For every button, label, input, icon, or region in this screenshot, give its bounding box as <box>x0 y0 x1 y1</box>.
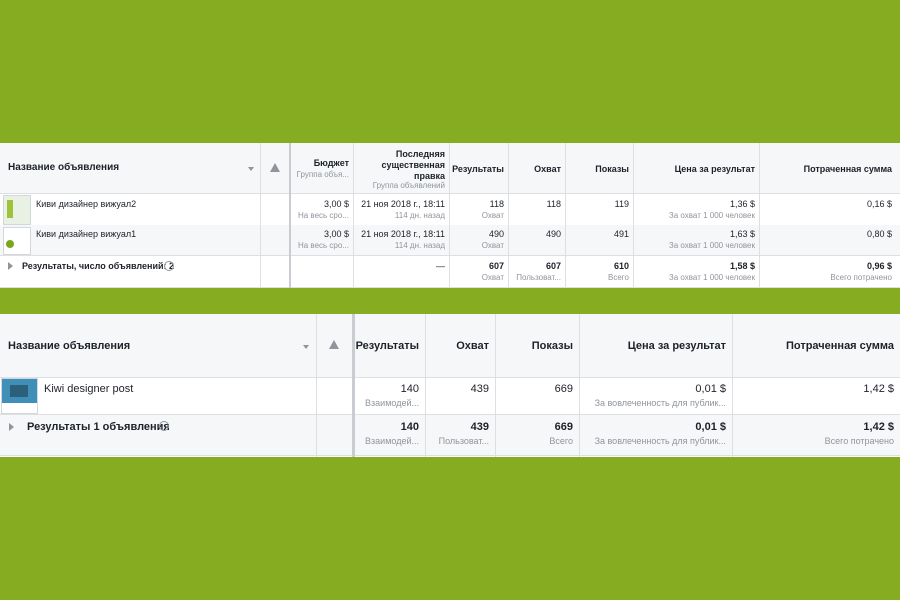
summary-results: 140 <box>400 421 419 433</box>
results-sub: Охват <box>481 211 504 220</box>
results-value: 118 <box>489 199 504 209</box>
column-header-last-edit-1[interactable]: Последняя <box>395 149 445 159</box>
bottom-header-row <box>0 314 900 377</box>
last-edit-sub: 114 дн. назад <box>394 211 445 220</box>
results-value: 140 <box>400 383 419 395</box>
column-header-reach[interactable]: Охват <box>456 340 489 352</box>
column-header-cost-per-result[interactable]: Цена за результат <box>627 340 726 352</box>
top-row-bg-alt <box>0 225 900 255</box>
column-header-last-edit-3[interactable]: правка <box>414 171 445 181</box>
column-header-amount-spent[interactable]: Потраченная сумма <box>803 164 892 174</box>
summary-cost: 0,01 $ <box>695 421 726 433</box>
summary-spent: 0,96 $ <box>866 261 892 271</box>
budget-sub: На весь сро... <box>297 211 349 220</box>
column-header-impressions[interactable]: Показы <box>531 340 573 352</box>
last-edit-value: 21 ноя 2018 г., 18:11 <box>361 199 445 209</box>
info-icon[interactable] <box>164 261 174 271</box>
summary-reach-sub: Пользоват... <box>438 436 489 446</box>
column-subheader-last-edit: Группа объявлений <box>372 181 445 190</box>
expand-arrow-icon[interactable] <box>9 423 14 431</box>
cost-value: 1,63 $ <box>729 229 755 239</box>
column-header-budget[interactable]: Бюджет <box>313 158 349 168</box>
top-header-row <box>0 143 900 193</box>
ad-thumbnail[interactable] <box>3 227 31 255</box>
summary-cost-sub: За охват 1 000 человек <box>668 273 755 282</box>
reach-value: 439 <box>470 383 489 395</box>
column-header-last-edit-2[interactable]: существенная <box>381 160 445 170</box>
summary-results: 607 <box>488 261 504 271</box>
info-icon[interactable] <box>159 421 169 431</box>
warning-icon <box>329 340 339 349</box>
spent-value: 0,16 $ <box>866 199 892 209</box>
column-header-ad-name[interactable]: Название объявления <box>8 340 131 352</box>
summary-impressions: 610 <box>613 261 629 271</box>
bottom-ads-table: Название объявления Результаты Охват Пок… <box>0 314 900 457</box>
reach-value: 118 <box>546 199 561 209</box>
summary-impressions-sub: Всего <box>608 273 629 282</box>
expand-arrow-icon[interactable] <box>8 262 13 270</box>
bottom-summary-bg <box>0 414 900 456</box>
budget-value: 3,00 $ <box>323 199 349 209</box>
column-header-reach[interactable]: Охват <box>534 164 561 174</box>
column-header-amount-spent[interactable]: Потраченная сумма <box>785 340 894 352</box>
ad-name-link[interactable]: Киви дизайнер вижуал1 <box>36 229 137 239</box>
warning-icon <box>270 163 280 172</box>
last-edit-sub: 114 дн. назад <box>394 241 445 250</box>
cost-sub: За охват 1 000 человек <box>668 211 755 220</box>
summary-impressions: 669 <box>554 421 573 433</box>
summary-cost-sub: За вовлеченность для публик... <box>594 436 726 446</box>
summary-spent: 1,42 $ <box>863 421 894 433</box>
budget-sub: На весь сро... <box>297 241 349 250</box>
column-header-impressions[interactable]: Показы <box>595 164 629 174</box>
impressions-value: 119 <box>614 199 629 209</box>
summary-spent-sub: Всего потрачено <box>830 273 892 282</box>
column-header-results[interactable]: Результаты <box>355 340 419 352</box>
summary-spent-sub: Всего потрачено <box>824 436 894 446</box>
top-ads-table: Название объявления Бюджет Группа объя..… <box>0 143 900 288</box>
column-header-cost-per-result[interactable]: Цена за результат <box>674 164 755 174</box>
column-header-results[interactable]: Результаты <box>452 164 504 174</box>
summary-last-edit: — <box>436 261 445 271</box>
sort-caret-icon[interactable] <box>303 345 309 349</box>
cost-sub: За охват 1 000 человек <box>668 241 755 250</box>
ad-name-link[interactable]: Киви дизайнер вижуал2 <box>36 199 137 209</box>
summary-cost: 1,58 $ <box>729 261 755 271</box>
cost-value: 1,36 $ <box>729 199 755 209</box>
impressions-value: 669 <box>554 383 573 395</box>
summary-reach-sub: Пользоват... <box>516 273 561 282</box>
summary-results-sub: Охват <box>481 273 504 282</box>
reach-value: 490 <box>545 229 561 239</box>
budget-value: 3,00 $ <box>323 229 349 239</box>
summary-reach: 607 <box>545 261 561 271</box>
results-sub: Охват <box>481 241 504 250</box>
ad-thumbnail[interactable] <box>3 195 31 225</box>
cost-sub: За вовлеченность для публик... <box>594 398 726 408</box>
summary-results-sub: Взаимодей... <box>365 436 419 446</box>
last-edit-value: 21 ноя 2018 г., 18:11 <box>361 229 445 239</box>
spent-value: 1,42 $ <box>863 383 894 395</box>
summary-label: Результаты 1 объявления <box>27 421 170 433</box>
results-sub: Взаимодей... <box>365 398 419 408</box>
spent-value: 0,80 $ <box>866 229 892 239</box>
summary-reach: 439 <box>470 421 489 433</box>
summary-label: Результаты, число объявлений: 2 <box>22 261 175 271</box>
sort-caret-icon[interactable] <box>248 167 254 171</box>
ad-thumbnail[interactable] <box>1 378 38 414</box>
column-subheader-budget: Группа объя... <box>296 170 349 179</box>
cost-value: 0,01 $ <box>695 383 726 395</box>
column-header-ad-name[interactable]: Название объявления <box>8 162 120 173</box>
ad-name-link[interactable]: Kiwi designer post <box>44 383 134 395</box>
impressions-value: 491 <box>613 229 629 239</box>
summary-impressions-sub: Всего <box>549 436 573 446</box>
results-value: 490 <box>488 229 504 239</box>
